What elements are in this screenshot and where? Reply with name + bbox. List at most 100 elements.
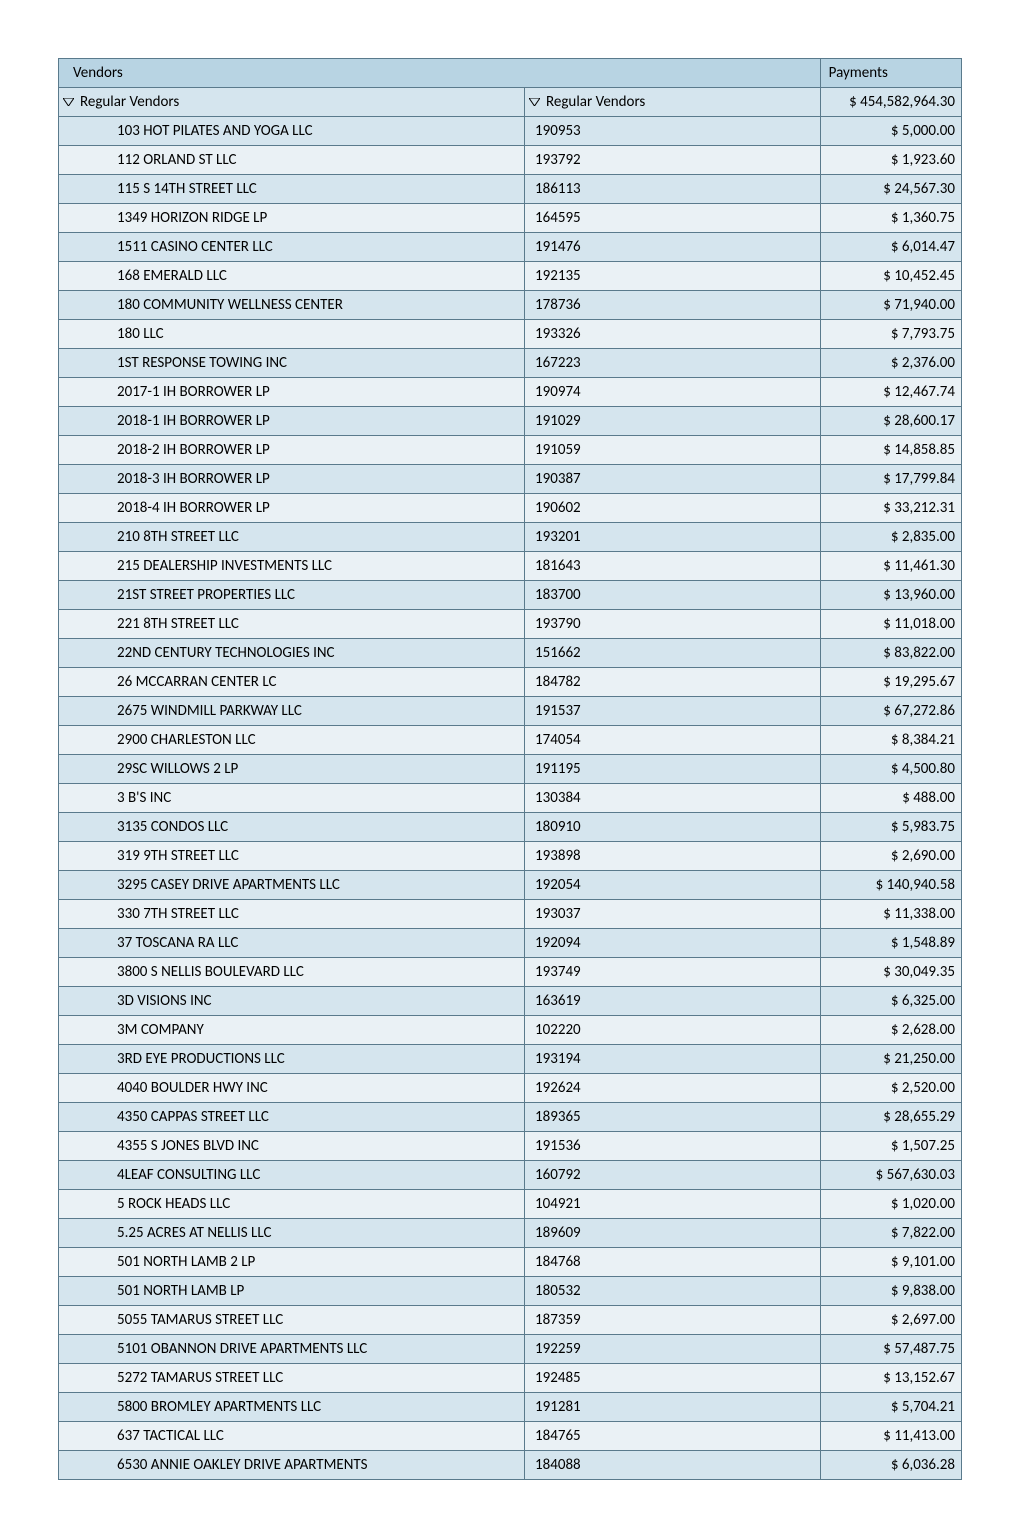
vendor-name-cell: 1511 CASINO CENTER LLC <box>59 233 525 262</box>
payment-amount-cell: $ 2,376.00 <box>820 349 961 378</box>
table-row: 2018-3 IH BORROWER LP190387$ 17,799.84 <box>59 465 962 494</box>
payment-amount-cell: $ 2,690.00 <box>820 842 961 871</box>
table-row: 115 S 14TH STREET LLC186113$ 24,567.30 <box>59 175 962 204</box>
vendor-id-cell: 102220 <box>525 1016 821 1045</box>
table-row: 330 7TH STREET LLC193037$ 11,338.00 <box>59 900 962 929</box>
payment-amount-cell: $ 33,212.31 <box>820 494 961 523</box>
payment-amount-cell: $ 1,923.60 <box>820 146 961 175</box>
header-vendors[interactable]: Vendors <box>59 59 821 88</box>
vendor-id-cell: 189365 <box>525 1103 821 1132</box>
vendor-name-cell: 29SC WILLOWS 2 LP <box>59 755 525 784</box>
group-header-row: Regular Vendors Regular Vendors $ 454,58… <box>59 88 962 117</box>
vendor-id-cell: 190974 <box>525 378 821 407</box>
vendor-name-cell: 3D VISIONS INC <box>59 987 525 1016</box>
vendor-id-cell: 191195 <box>525 755 821 784</box>
group-left[interactable]: Regular Vendors <box>59 88 525 117</box>
table-row: 5 ROCK HEADS LLC104921$ 1,020.00 <box>59 1190 962 1219</box>
vendor-id-cell: 167223 <box>525 349 821 378</box>
vendor-id-cell: 193201 <box>525 523 821 552</box>
vendor-name-cell: 3M COMPANY <box>59 1016 525 1045</box>
vendor-name-cell: 5055 TAMARUS STREET LLC <box>59 1306 525 1335</box>
vendor-name-cell: 5 ROCK HEADS LLC <box>59 1190 525 1219</box>
table-body: 103 HOT PILATES AND YOGA LLC190953$ 5,00… <box>59 117 962 1480</box>
payment-amount-cell: $ 1,020.00 <box>820 1190 961 1219</box>
expand-icon[interactable] <box>63 98 74 106</box>
vendor-name-cell: 2018-1 IH BORROWER LP <box>59 407 525 436</box>
vendor-name-cell: 215 DEALERSHIP INVESTMENTS LLC <box>59 552 525 581</box>
vendor-id-cell: 184088 <box>525 1451 821 1480</box>
vendor-name-cell: 115 S 14TH STREET LLC <box>59 175 525 204</box>
payment-amount-cell: $ 4,500.80 <box>820 755 961 784</box>
vendor-id-cell: 183700 <box>525 581 821 610</box>
table-row: 3RD EYE PRODUCTIONS LLC193194$ 21,250.00 <box>59 1045 962 1074</box>
vendor-name-cell: 3135 CONDOS LLC <box>59 813 525 842</box>
payment-amount-cell: $ 2,520.00 <box>820 1074 961 1103</box>
vendor-name-cell: 210 8TH STREET LLC <box>59 523 525 552</box>
vendor-name-cell: 501 NORTH LAMB LP <box>59 1277 525 1306</box>
vendor-id-cell: 192054 <box>525 871 821 900</box>
table-header-row: Vendors Payments <box>59 59 962 88</box>
payment-amount-cell: $ 83,822.00 <box>820 639 961 668</box>
payment-amount-cell: $ 5,983.75 <box>820 813 961 842</box>
vendor-id-cell: 178736 <box>525 291 821 320</box>
table-row: 319 9TH STREET LLC193898$ 2,690.00 <box>59 842 962 871</box>
table-row: 22ND CENTURY TECHNOLOGIES INC151662$ 83,… <box>59 639 962 668</box>
table-row: 29SC WILLOWS 2 LP191195$ 4,500.80 <box>59 755 962 784</box>
vendor-name-cell: 37 TOSCANA RA LLC <box>59 929 525 958</box>
header-payments[interactable]: Payments <box>820 59 961 88</box>
payment-amount-cell: $ 24,567.30 <box>820 175 961 204</box>
vendor-name-cell: 5101 OBANNON DRIVE APARTMENTS LLC <box>59 1335 525 1364</box>
payment-amount-cell: $ 21,250.00 <box>820 1045 961 1074</box>
table-row: 5800 BROMLEY APARTMENTS LLC191281$ 5,704… <box>59 1393 962 1422</box>
vendor-name-cell: 5.25 ACRES AT NELLIS LLC <box>59 1219 525 1248</box>
payment-amount-cell: $ 1,360.75 <box>820 204 961 233</box>
table-row: 5055 TAMARUS STREET LLC187359$ 2,697.00 <box>59 1306 962 1335</box>
payment-amount-cell: $ 28,655.29 <box>820 1103 961 1132</box>
vendor-id-cell: 193194 <box>525 1045 821 1074</box>
payment-amount-cell: $ 10,452.45 <box>820 262 961 291</box>
vendor-name-cell: 319 9TH STREET LLC <box>59 842 525 871</box>
group-mid-label: Regular Vendors <box>546 93 645 111</box>
payment-amount-cell: $ 14,858.85 <box>820 436 961 465</box>
table-row: 215 DEALERSHIP INVESTMENTS LLC181643$ 11… <box>59 552 962 581</box>
table-row: 221 8TH STREET LLC193790$ 11,018.00 <box>59 610 962 639</box>
payment-amount-cell: $ 11,338.00 <box>820 900 961 929</box>
vendor-id-cell: 191059 <box>525 436 821 465</box>
table-row: 2900 CHARLESTON LLC174054$ 8,384.21 <box>59 726 962 755</box>
payment-amount-cell: $ 7,822.00 <box>820 1219 961 1248</box>
table-row: 3D VISIONS INC163619$ 6,325.00 <box>59 987 962 1016</box>
vendor-id-cell: 181643 <box>525 552 821 581</box>
payment-amount-cell: $ 6,325.00 <box>820 987 961 1016</box>
vendor-id-cell: 189609 <box>525 1219 821 1248</box>
vendor-id-cell: 174054 <box>525 726 821 755</box>
vendor-name-cell: 3 B'S INC <box>59 784 525 813</box>
table-row: 2018-2 IH BORROWER LP191059$ 14,858.85 <box>59 436 962 465</box>
table-row: 3M COMPANY102220$ 2,628.00 <box>59 1016 962 1045</box>
table-row: 5.25 ACRES AT NELLIS LLC189609$ 7,822.00 <box>59 1219 962 1248</box>
vendor-name-cell: 26 MCCARRAN CENTER LC <box>59 668 525 697</box>
payment-amount-cell: $ 11,018.00 <box>820 610 961 639</box>
payment-amount-cell: $ 1,548.89 <box>820 929 961 958</box>
table-row: 1349 HORIZON RIDGE LP164595$ 1,360.75 <box>59 204 962 233</box>
vendor-name-cell: 2018-3 IH BORROWER LP <box>59 465 525 494</box>
table-row: 3135 CONDOS LLC180910$ 5,983.75 <box>59 813 962 842</box>
vendor-id-cell: 180532 <box>525 1277 821 1306</box>
vendor-name-cell: 2900 CHARLESTON LLC <box>59 726 525 755</box>
table-row: 2017-1 IH BORROWER LP190974$ 12,467.74 <box>59 378 962 407</box>
group-mid[interactable]: Regular Vendors <box>525 88 821 117</box>
vendor-id-cell: 191476 <box>525 233 821 262</box>
payment-amount-cell: $ 57,487.75 <box>820 1335 961 1364</box>
payment-amount-cell: $ 67,272.86 <box>820 697 961 726</box>
table-row: 3295 CASEY DRIVE APARTMENTS LLC192054$ 1… <box>59 871 962 900</box>
payment-amount-cell: $ 5,000.00 <box>820 117 961 146</box>
payment-amount-cell: $ 13,152.67 <box>820 1364 961 1393</box>
table-row: 2018-4 IH BORROWER LP190602$ 33,212.31 <box>59 494 962 523</box>
vendor-id-cell: 151662 <box>525 639 821 668</box>
vendor-name-cell: 1ST RESPONSE TOWING INC <box>59 349 525 378</box>
payment-amount-cell: $ 13,960.00 <box>820 581 961 610</box>
expand-icon[interactable] <box>529 98 540 106</box>
vendor-id-cell: 190953 <box>525 117 821 146</box>
table-row: 2675 WINDMILL PARKWAY LLC191537$ 67,272.… <box>59 697 962 726</box>
vendor-id-cell: 180910 <box>525 813 821 842</box>
payment-amount-cell: $ 19,295.67 <box>820 668 961 697</box>
